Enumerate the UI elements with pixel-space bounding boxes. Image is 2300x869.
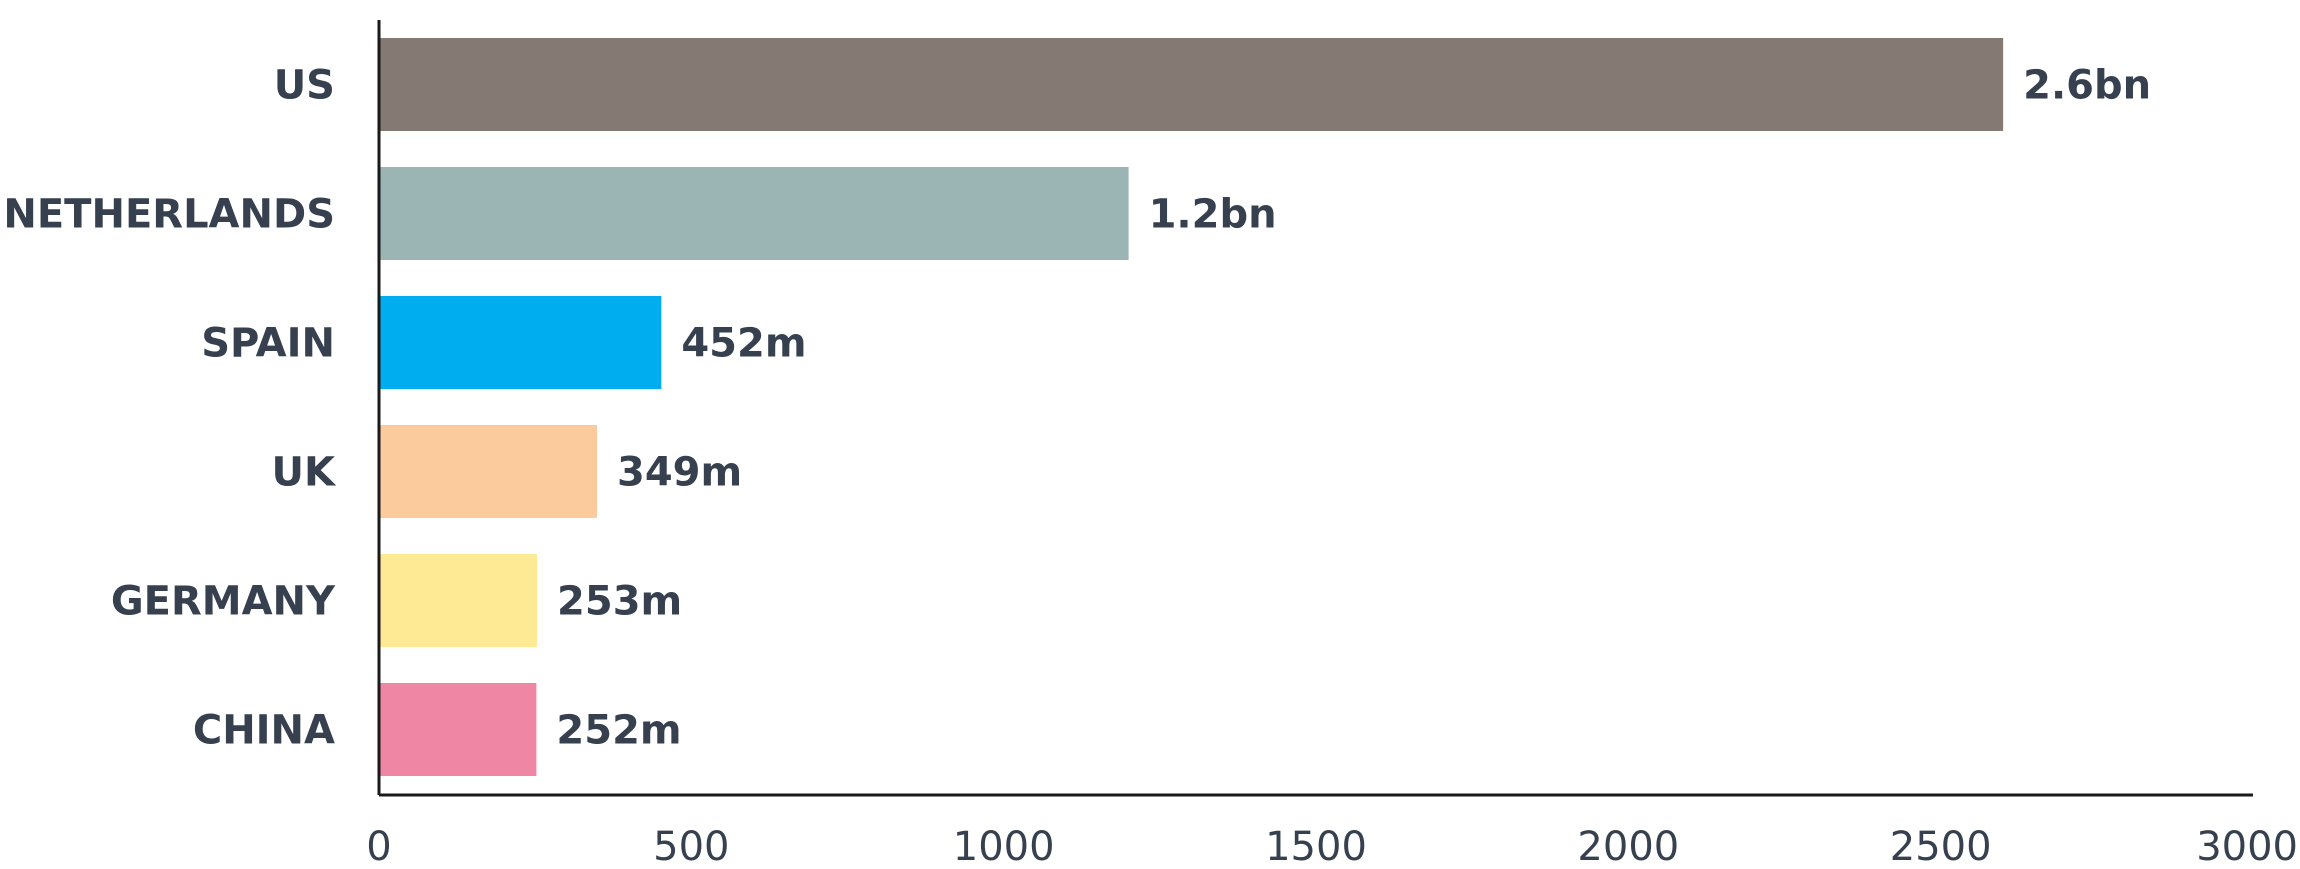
bars-layer <box>379 38 2004 776</box>
x-tick-label-0: 0 <box>366 824 391 869</box>
x-tick-label-500: 500 <box>653 824 729 869</box>
value-label-spain: 452m <box>681 321 806 367</box>
bar-spain <box>379 296 662 389</box>
value-label-uk: 349m <box>617 450 742 496</box>
category-label-us: US <box>274 63 335 109</box>
x-tick-label-2500: 2500 <box>1890 824 1992 869</box>
bar-us <box>379 38 2004 131</box>
category-label-germany: GERMANY <box>111 579 336 625</box>
bar-uk <box>379 425 598 518</box>
category-label-uk: UK <box>272 450 337 496</box>
category-label-china: CHINA <box>193 708 335 754</box>
x-tick-label-2000: 2000 <box>1577 824 1679 869</box>
category-label-netherlands: NETHERLANDS <box>3 192 335 238</box>
bar-china <box>379 683 537 776</box>
x-tick-label-1500: 1500 <box>1265 824 1367 869</box>
x-tick-labels: 0 500 1000 1500 2000 2500 3000 <box>366 824 2298 869</box>
labels-layer: US 2.6bn NETHERLANDS 1.2bn SPAIN 452m UK 349m GE… <box>3 63 2151 754</box>
x-tick-label-3000: 3000 <box>2196 824 2298 869</box>
value-label-germany: 253m <box>557 579 682 625</box>
value-label-china: 252m <box>556 708 681 754</box>
bar-germany <box>379 554 538 647</box>
x-tick-label-1000: 1000 <box>953 824 1055 869</box>
bar-netherlands <box>379 167 1129 260</box>
axes-layer <box>377 20 2253 797</box>
value-label-us: 2.6bn <box>2023 63 2151 109</box>
value-label-netherlands: 1.2bn <box>1149 192 1277 238</box>
category-label-spain: SPAIN <box>201 321 335 367</box>
